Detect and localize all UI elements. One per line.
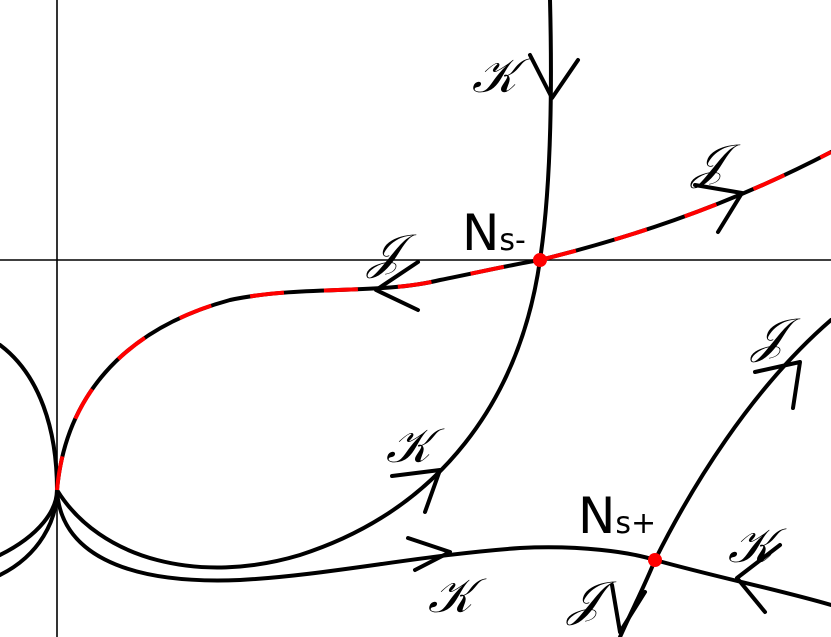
j-trajectory-through-ns-minus [55,150,831,492]
node-ns-minus-main: N [462,204,499,262]
node-ns-plus-main: N [578,487,615,545]
node-ns-plus-label: Ns+ [578,487,656,545]
arrow-j-lower-right [753,360,802,410]
label-k-bottom: 𝒦 [428,568,487,624]
k-trajectory-through-ns-minus [55,0,553,570]
label-k-top: 𝒦 [472,48,531,104]
node-ns-plus-dot [648,553,662,567]
j-trajectory-through-ns-plus [618,318,831,637]
label-j-left: 𝒥 [366,224,417,280]
arrow-k-top [528,53,580,100]
arrow-j-upper-right [693,183,744,234]
node-ns-plus-sub: s+ [615,506,656,541]
arrow-j-left [374,260,420,312]
k-trajectory-through-ns-plus [55,488,831,607]
left-lobe-outer-curve [0,488,59,577]
node-ns-minus-dot [533,253,547,267]
arrow-k-right [735,543,782,614]
label-j-upper-right: 𝒥 [690,134,741,190]
node-ns-minus-sub: s- [499,223,525,258]
node-ns-minus-label: Ns- [462,204,526,262]
arrow-j-bottom [610,583,647,634]
label-j-bottom: 𝒥 [566,571,617,627]
arrow-k-middle [390,468,442,514]
label-k-middle: 𝒦 [386,418,445,474]
arrow-k-bottom [406,536,452,572]
left-lobe-upper-curve [0,343,59,492]
